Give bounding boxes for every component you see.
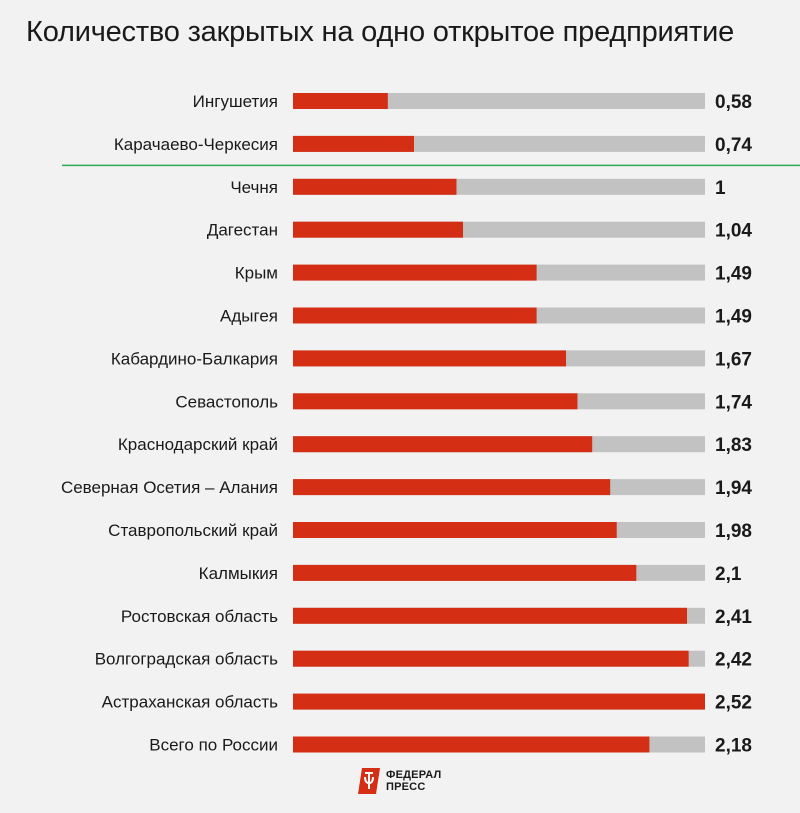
bar-row: Калмыкия 2,1 (199, 564, 742, 585)
category-label: Калмыкия (199, 564, 278, 583)
category-label: Дагестан (207, 221, 278, 240)
bar (293, 93, 388, 109)
bar (293, 436, 593, 453)
bar (293, 350, 567, 367)
bar-row: Чечня 1 (230, 178, 726, 199)
logo-line-2: ПРЕСС (386, 781, 426, 793)
bar (293, 307, 537, 324)
data-label: 2,41 (715, 607, 752, 628)
bar-row: Ставропольский край 1,98 (108, 521, 752, 542)
data-label: 0,74 (715, 135, 752, 156)
category-label: Крым (235, 264, 278, 283)
bar (293, 736, 650, 753)
data-label: 2,52 (715, 693, 752, 714)
bar-row: Карачаево-Черкесия 0,74 (114, 135, 753, 156)
category-label: Краснодарский край (118, 435, 278, 454)
bar-row: Астраханская область 2,52 (102, 693, 752, 714)
federalpress-logo: ФЕДЕРАЛ ПРЕСС (358, 768, 441, 794)
category-label: Ростовская область (121, 607, 278, 626)
bar-row: Дагестан 1,04 (207, 221, 753, 242)
bar (293, 650, 689, 667)
category-label: Всего по России (149, 736, 278, 755)
data-label: 1,04 (715, 221, 752, 242)
category-label: Севастополь (175, 392, 278, 411)
data-label: 1,74 (715, 392, 752, 413)
data-label: 1,83 (715, 435, 752, 456)
category-label: Волгоградская область (95, 650, 278, 669)
bar (293, 221, 464, 238)
chart-title: Количество закрытых на одно открытое пре… (26, 16, 735, 48)
data-label: 0,58 (715, 92, 752, 113)
bar (293, 607, 688, 624)
bar (293, 135, 414, 152)
data-label: 1,49 (715, 307, 752, 328)
data-label: 1,49 (715, 264, 752, 285)
bar-row: Краснодарский край 1,83 (118, 435, 752, 456)
data-label: 1 (715, 178, 726, 199)
data-label: 1,98 (715, 521, 752, 542)
logo-line-1: ФЕДЕРАЛ (386, 769, 442, 781)
category-label: Ставропольский край (108, 521, 278, 540)
bar (293, 264, 537, 281)
data-label: 2,42 (715, 650, 752, 671)
bar (293, 479, 611, 496)
category-label: Адыгея (220, 307, 278, 326)
bar-row: Волгоградская область 2,42 (95, 650, 752, 671)
bar-row: Крым 1,49 (235, 264, 752, 285)
bar-row: Кабардино-Балкария 1,67 (111, 349, 752, 370)
category-label: Чечня (230, 178, 278, 197)
data-label: 1,94 (715, 478, 752, 499)
bar (293, 693, 705, 710)
category-label: Ингушетия (193, 92, 278, 111)
bar-row: Всего по России 2,18 (149, 736, 752, 757)
bar (293, 564, 637, 581)
bar (293, 522, 617, 538)
federalpress-logo-icon (358, 768, 380, 794)
data-label: 1,67 (715, 349, 752, 370)
bar-track (293, 93, 705, 109)
category-label: Астраханская область (102, 693, 278, 712)
category-label: Кабардино-Балкария (111, 349, 278, 368)
bar-row: Ингушетия 0,58 (193, 92, 752, 113)
bar-row: Адыгея 1,49 (220, 307, 752, 328)
category-label: Карачаево-Черкесия (114, 135, 278, 154)
data-label: 2,1 (715, 564, 742, 585)
bar-row: Ростовская область 2,41 (121, 607, 752, 628)
bar (293, 393, 578, 410)
bar-row: Севастополь 1,74 (175, 392, 752, 413)
data-label: 2,18 (715, 736, 752, 757)
category-label: Северная Осетия – Алания (61, 478, 278, 497)
bar (293, 178, 457, 195)
bar-row: Северная Осетия – Алания 1,94 (61, 478, 752, 499)
